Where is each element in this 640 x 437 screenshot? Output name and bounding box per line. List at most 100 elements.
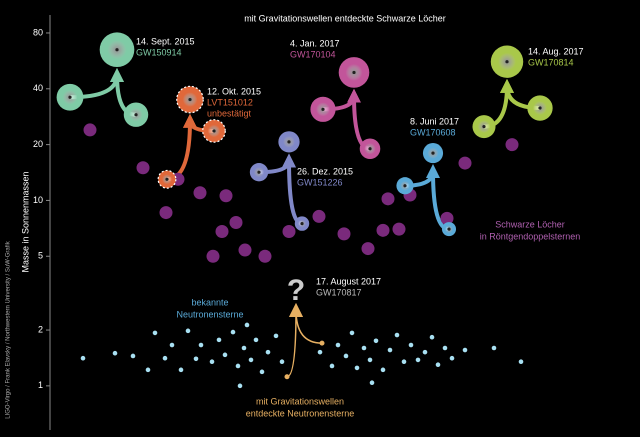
neutron-star [401, 359, 407, 364]
event-name: GW150914 [136, 47, 182, 57]
xray-black-hole [238, 243, 252, 257]
neutron-star [253, 337, 259, 343]
xray-black-hole [215, 224, 229, 238]
black-hole-core [447, 227, 451, 231]
gw-neutron-star [284, 374, 290, 380]
neutron-star [216, 337, 222, 343]
neutron-star [279, 359, 285, 364]
neutron-star [317, 349, 323, 355]
y-tick-label: 40 [33, 83, 43, 93]
neutron-star [273, 333, 279, 339]
black-hole-core [68, 95, 72, 99]
neutron-star [237, 383, 243, 389]
neutron-star [193, 356, 199, 362]
gw-neutron-star-label: entdeckte Neutronensterne [246, 408, 355, 418]
y-tick-label: 1 [38, 380, 43, 390]
y-tick-label: 2 [38, 324, 43, 334]
neutron-star [185, 328, 191, 334]
black-hole-core [431, 151, 435, 155]
neutron-star-label: Neutronensterne [176, 309, 243, 319]
neutron-star [241, 345, 247, 351]
neutron-star [415, 357, 421, 363]
neutron-star [380, 367, 386, 373]
neutron-star [349, 330, 355, 336]
black-hole-core [538, 106, 542, 110]
event-name: GW170817 [316, 287, 362, 297]
neutron-star [230, 329, 236, 335]
neutron-star [449, 355, 455, 361]
black-hole-core [368, 147, 372, 151]
black-hole-core [505, 60, 509, 64]
event-date: 4. Jan. 2017 [290, 38, 340, 48]
black-hole-core [287, 140, 291, 144]
xray-black-hole [83, 123, 97, 137]
neutron-star [265, 349, 271, 355]
y-tick-label: 20 [33, 139, 43, 149]
black-hole-core [115, 48, 119, 52]
xray-black-hole [376, 223, 390, 237]
neutron-star [343, 353, 349, 359]
neutron-star [442, 345, 448, 351]
neutron-star [335, 342, 341, 348]
black-hole-core [482, 125, 486, 129]
event-date: 14. Sept. 2015 [136, 36, 195, 46]
xray-black-hole [136, 161, 150, 175]
neutron-star [152, 330, 158, 336]
event-name: GW170608 [410, 127, 456, 137]
neutron-star [373, 338, 379, 344]
event-name: LVT151012 [207, 97, 253, 107]
event-name: GW170104 [290, 49, 336, 59]
y-axis-label: Masse in Sonnenmassen [20, 171, 30, 272]
black-hole-core [212, 129, 216, 133]
xray-black-hole [282, 224, 296, 238]
gw-neutron-star [319, 340, 325, 346]
black-hole-core [165, 177, 169, 181]
event-note: unbestätigt [207, 108, 252, 118]
event-date: 26. Dez. 2015 [297, 166, 353, 176]
unknown-remnant: ? [287, 274, 305, 307]
neutron-star [462, 347, 468, 353]
neutron-star [80, 355, 86, 361]
neutron-star [244, 322, 250, 328]
xray-black-hole [458, 156, 472, 170]
neutron-star [178, 367, 184, 373]
neutron-star-label: bekannte [191, 297, 228, 307]
black-hole-core [403, 184, 407, 188]
neutron-star [367, 357, 373, 363]
neutron-star [198, 342, 204, 348]
event-date: 8. Juni 2017 [410, 116, 459, 126]
xray-black-hole [337, 227, 351, 241]
neutron-star [354, 365, 360, 371]
neutron-star [408, 342, 414, 348]
black-hole-core [352, 70, 356, 75]
event-name: GW151226 [297, 177, 343, 187]
black-hole-core [300, 221, 304, 226]
merger-circles [56, 32, 553, 380]
event-date: 17. August 2017 [316, 276, 381, 286]
y-tick-label: 80 [33, 27, 43, 37]
xray-black-hole [258, 249, 272, 263]
neutron-star [422, 349, 428, 355]
neutron-star [518, 359, 524, 364]
credit: LIGO-Virgo / Frank Elavsky / Northwester… [6, 240, 12, 418]
neutron-star [361, 345, 367, 351]
neutron-star [394, 332, 400, 338]
xray-black-hole [361, 242, 375, 256]
black-hole-core [134, 113, 138, 117]
xray-black-hole [381, 192, 395, 206]
xray-black-hole [193, 186, 207, 200]
xray-black-hole [440, 211, 454, 225]
neutron-star [235, 363, 241, 369]
neutron-star [162, 355, 168, 361]
xray-black-hole [219, 189, 233, 203]
xray-black-hole [159, 206, 173, 220]
xray-black-hole [312, 209, 326, 223]
y-tick-label: 10 [33, 195, 43, 205]
gw-neutron-star-label: mit Gravitationswellen [256, 396, 344, 406]
xray-black-hole [206, 249, 220, 263]
neutron-star [387, 347, 393, 353]
neutron-star [209, 359, 215, 364]
dots [80, 123, 524, 389]
xray-label: Schwarze Löcher [495, 219, 565, 229]
